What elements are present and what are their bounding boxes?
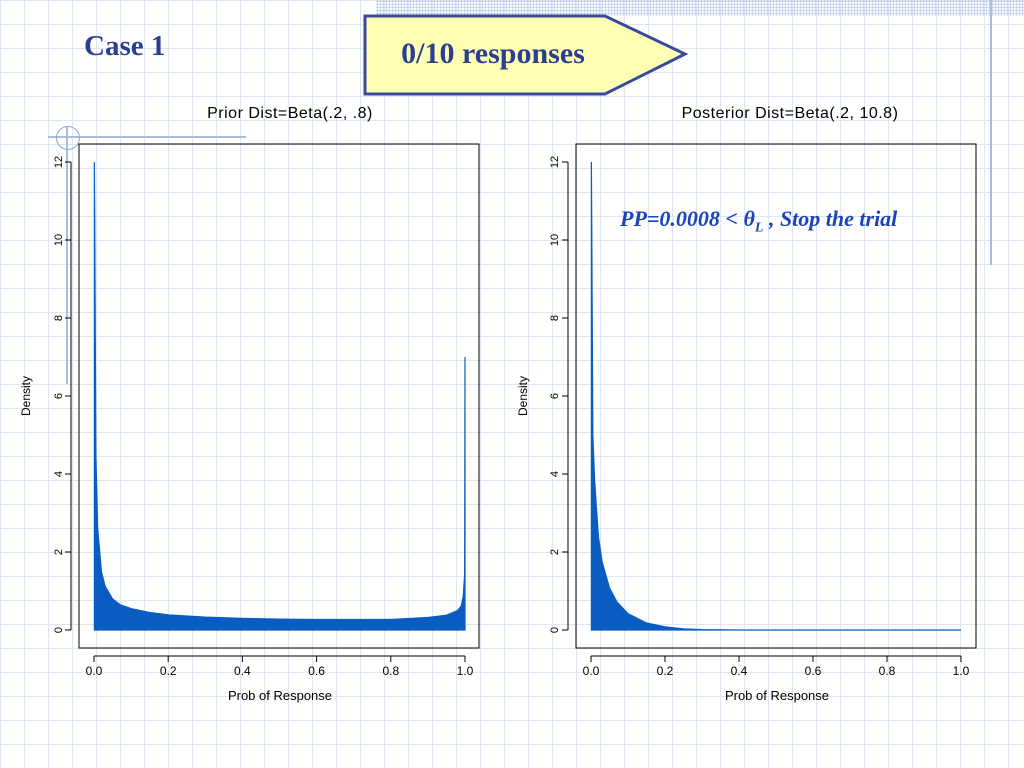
- x-tick-label: 0.2: [657, 664, 674, 678]
- x-tick-label: 0.6: [308, 664, 325, 678]
- y-axis-label-1: Density: [19, 376, 33, 416]
- stop-trial-annotation: PP=0.0008 < θL , Stop the trial: [620, 206, 897, 236]
- plot-frame-2: [575, 143, 977, 649]
- annotation-suffix-text: , Stop the trial: [763, 206, 898, 231]
- x-tick-label: 0.4: [731, 664, 748, 678]
- top-vertical-line-decoration: [990, 0, 992, 265]
- x-tick-label: 0.0: [583, 664, 600, 678]
- x-axis-label-1: Prob of Response: [228, 688, 332, 703]
- annotation-main-text: PP=0.0008 < θ: [620, 206, 755, 231]
- x-tick-label: 0.0: [86, 664, 103, 678]
- y-tick-label: 4: [549, 471, 561, 477]
- y-tick-label: 0: [549, 627, 561, 633]
- chart-title-2: Posterior Dist=Beta(.2, 10.8): [682, 105, 899, 122]
- y-tick-label: 6: [549, 393, 561, 399]
- chart-title-1: Prior Dist=Beta(.2, .8): [207, 105, 373, 122]
- y-tick-label: 2: [549, 549, 561, 555]
- y-tick-label: 8: [549, 315, 561, 321]
- y-tick-label: 4: [53, 471, 65, 477]
- density-area-1-1: [93, 161, 466, 631]
- callout-arrow-shape: [363, 14, 689, 96]
- y-tick-label: 10: [549, 234, 561, 246]
- y-tick-label: 12: [53, 156, 65, 168]
- annotation-subscript: L: [754, 220, 764, 236]
- y-tick-label: 8: [53, 315, 65, 321]
- y-axis-label-2: Density: [516, 376, 530, 416]
- circle-decoration: [56, 126, 80, 150]
- density-area-2-1: [590, 161, 961, 631]
- x-tick-label: 1.0: [457, 664, 474, 678]
- y-tick-label: 2: [53, 549, 65, 555]
- callout-label: 0/10 responses: [401, 37, 585, 70]
- y-tick-label: 10: [53, 234, 65, 246]
- dot-pattern-decoration: [376, 0, 1024, 16]
- x-tick-label: 0.8: [879, 664, 896, 678]
- x-tick-label: 0.2: [160, 664, 177, 678]
- y-tick-label: 0: [53, 627, 65, 633]
- y-tick-label: 12: [549, 156, 561, 168]
- y-tick-label: 6: [53, 393, 65, 399]
- x-tick-label: 0.8: [382, 664, 399, 678]
- slide-title: Case 1: [84, 30, 166, 62]
- left-horizontal-line-decoration: [48, 136, 246, 138]
- plot-frame-1: [78, 143, 480, 649]
- x-tick-label: 1.0: [953, 664, 970, 678]
- x-tick-label: 0.4: [234, 664, 251, 678]
- x-axis-label-2: Prob of Response: [725, 688, 829, 703]
- x-tick-label: 0.6: [805, 664, 822, 678]
- left-vertical-line-decoration: [66, 126, 68, 384]
